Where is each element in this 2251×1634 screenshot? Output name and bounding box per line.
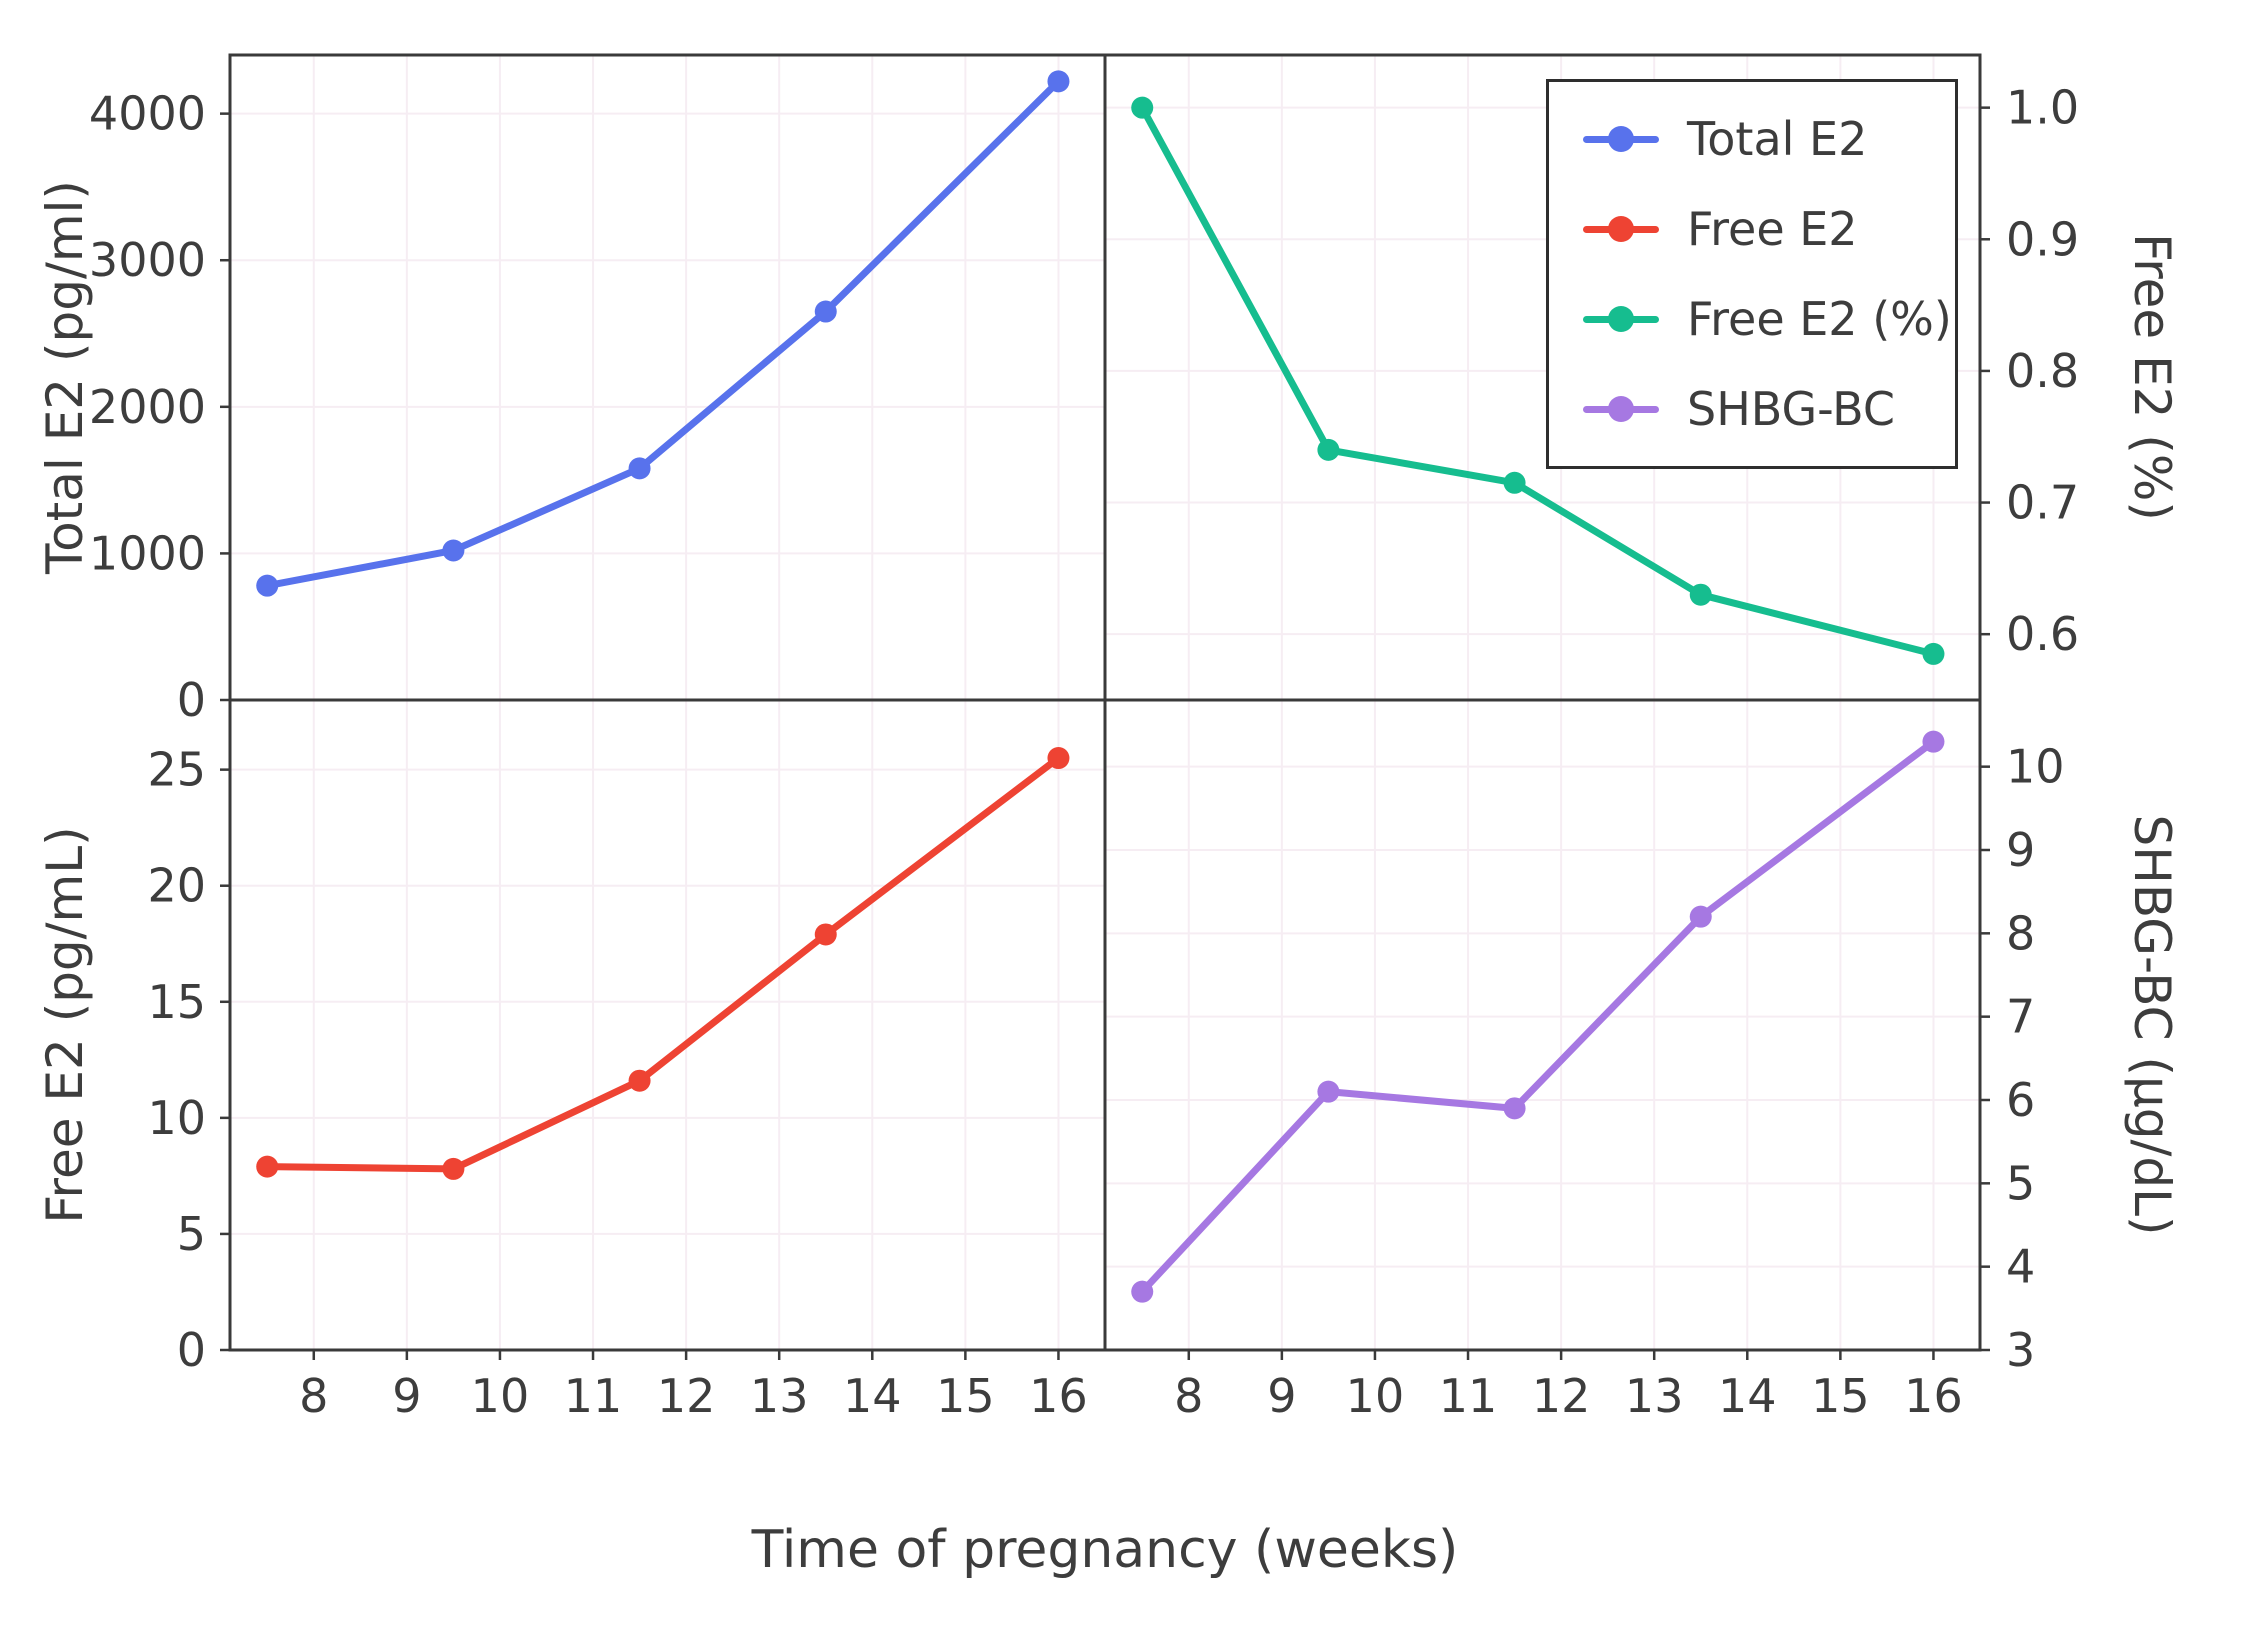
y-tick-label: 1000 bbox=[89, 526, 206, 580]
legend-marker-dot bbox=[1608, 126, 1634, 152]
legend-label: Free E2 (%) bbox=[1687, 292, 1952, 346]
y-tick-label: 3 bbox=[2006, 1323, 2035, 1377]
legend: Total E2 Free E2 Free E2 (%) SHBG-BC bbox=[1546, 79, 1958, 469]
x-tick-label: 16 bbox=[1029, 1369, 1088, 1423]
y-tick-label: 6 bbox=[2006, 1073, 2035, 1127]
data-point-free-e2 bbox=[1922, 642, 1945, 665]
legend-entry-free-e2-percent: Free E2 (%) bbox=[1583, 292, 1952, 346]
data-point-free-e2 bbox=[1503, 471, 1526, 494]
series-line-free-e2 bbox=[263, 754, 1062, 1173]
legend-label: Total E2 bbox=[1687, 112, 1868, 166]
x-tick-label: 15 bbox=[1811, 1369, 1870, 1423]
y-tick-label: 1.0 bbox=[2006, 81, 2079, 135]
legend-label: Free E2 bbox=[1687, 202, 1858, 256]
panel-top-left: 0 1000 2000 3000 4000 bbox=[89, 53, 1107, 727]
y-tick-label: 15 bbox=[147, 975, 206, 1029]
data-point-total-e2 bbox=[814, 300, 837, 323]
panel-top-right: 0.6 0.7 0.8 0.9 1.0 bbox=[1103, 53, 2079, 702]
y-tick-label: 10 bbox=[2006, 740, 2065, 794]
legend-line-swatch bbox=[1583, 396, 1659, 422]
x-tick-label: 10 bbox=[1346, 1369, 1405, 1423]
x-tick-label: 11 bbox=[564, 1369, 623, 1423]
y-tick-label: 25 bbox=[147, 743, 206, 797]
x-tick-label: 8 bbox=[1174, 1369, 1203, 1423]
legend-marker-dot bbox=[1608, 216, 1634, 242]
y-tick-label: 5 bbox=[2006, 1156, 2035, 1210]
x-tick-label: 14 bbox=[1718, 1369, 1777, 1423]
x-tick-label: 13 bbox=[1625, 1369, 1684, 1423]
data-point-shbg-bc bbox=[1922, 730, 1945, 753]
y-tick-label: 7 bbox=[2006, 990, 2035, 1044]
x-tick-label: 10 bbox=[471, 1369, 530, 1423]
xlabel: Time of pregnancy (weeks) bbox=[751, 1520, 1459, 1580]
y-tick-label: 2000 bbox=[89, 380, 206, 434]
data-point-shbg-bc bbox=[1503, 1097, 1526, 1120]
data-point-total-e2 bbox=[1047, 70, 1070, 93]
y-tick-label: 4 bbox=[2006, 1240, 2035, 1294]
legend-entry-shbg-bc: SHBG-BC bbox=[1583, 382, 1921, 436]
data-point-total-e2 bbox=[442, 539, 465, 562]
data-point-free-e2 bbox=[1317, 438, 1340, 461]
panel-border bbox=[228, 53, 1107, 702]
y-tick-label: 0 bbox=[177, 673, 206, 727]
data-point-free-e2 bbox=[1047, 747, 1070, 770]
x-tick-label: 12 bbox=[657, 1369, 716, 1423]
ylabel-free-e2: Free E2 (pg/mL) bbox=[36, 826, 94, 1224]
x-tick-label: 12 bbox=[1532, 1369, 1591, 1423]
y-tick-label: 8 bbox=[2006, 906, 2035, 960]
x-tick-label: 9 bbox=[392, 1369, 421, 1423]
y-tick-label: 0.7 bbox=[2006, 476, 2079, 530]
legend-line-swatch bbox=[1583, 306, 1659, 332]
x-tick-label: 8 bbox=[299, 1369, 328, 1423]
legend-line-swatch bbox=[1583, 126, 1659, 152]
y-tick-label: 10 bbox=[147, 1091, 206, 1145]
legend-line-swatch bbox=[1583, 216, 1659, 242]
data-point-shbg-bc bbox=[1689, 905, 1712, 928]
x-tick-label: 11 bbox=[1439, 1369, 1498, 1423]
ylabel-total-e2: Total E2 (pg/ml) bbox=[36, 180, 94, 574]
panel-border bbox=[1103, 698, 1982, 1352]
legend-marker-dot bbox=[1608, 306, 1634, 332]
y-tick-label: 0 bbox=[177, 1323, 206, 1377]
data-point-shbg-bc bbox=[1317, 1080, 1340, 1103]
y-tick-label: 9 bbox=[2006, 823, 2035, 877]
ylabel-free-e2-percent: Free E2 (%) bbox=[2123, 233, 2181, 521]
data-point-free-e2 bbox=[1689, 583, 1712, 606]
series-line-total-e2 bbox=[263, 77, 1062, 590]
legend-marker-dot bbox=[1608, 396, 1634, 422]
y-tick-label: 4000 bbox=[89, 87, 206, 141]
data-point-total-e2 bbox=[256, 574, 279, 597]
ylabel-shbg-bc: SHBG-BC (µg/dL) bbox=[2123, 814, 2181, 1236]
y-tick-label: 3000 bbox=[89, 233, 206, 287]
panel-border bbox=[228, 698, 1107, 1352]
data-point-total-e2 bbox=[628, 457, 651, 480]
x-tick-label: 13 bbox=[750, 1369, 809, 1423]
data-point-free-e2 bbox=[256, 1155, 279, 1178]
y-tick-label: 0.8 bbox=[2006, 344, 2079, 398]
x-tick-label: 9 bbox=[1267, 1369, 1296, 1423]
y-tick-label: 0.6 bbox=[2006, 607, 2079, 661]
data-point-free-e2 bbox=[814, 923, 837, 946]
x-tick-label: 14 bbox=[843, 1369, 902, 1423]
x-tick-label: 15 bbox=[936, 1369, 995, 1423]
x-tick-label: 16 bbox=[1904, 1369, 1963, 1423]
data-point-free-e2 bbox=[1131, 96, 1154, 119]
y-tick-label: 0.9 bbox=[2006, 212, 2079, 266]
legend-entry-free-e2: Free E2 bbox=[1583, 202, 1921, 256]
data-point-shbg-bc bbox=[1131, 1280, 1154, 1303]
panel-bottom-left: 0 5 10 15 20 25 8 9 10 11 12 13 14 15 16 bbox=[147, 698, 1107, 1423]
legend-entry-total-e2: Total E2 bbox=[1583, 112, 1921, 166]
panel-bottom-right: 3 4 5 6 7 8 9 10 8 9 10 11 12 13 14 15 16 bbox=[1103, 698, 2065, 1423]
legend-label: SHBG-BC bbox=[1687, 382, 1896, 436]
y-tick-label: 5 bbox=[177, 1207, 206, 1261]
y-tick-label: 20 bbox=[147, 859, 206, 913]
data-point-free-e2 bbox=[628, 1069, 651, 1092]
data-point-free-e2 bbox=[442, 1157, 465, 1180]
